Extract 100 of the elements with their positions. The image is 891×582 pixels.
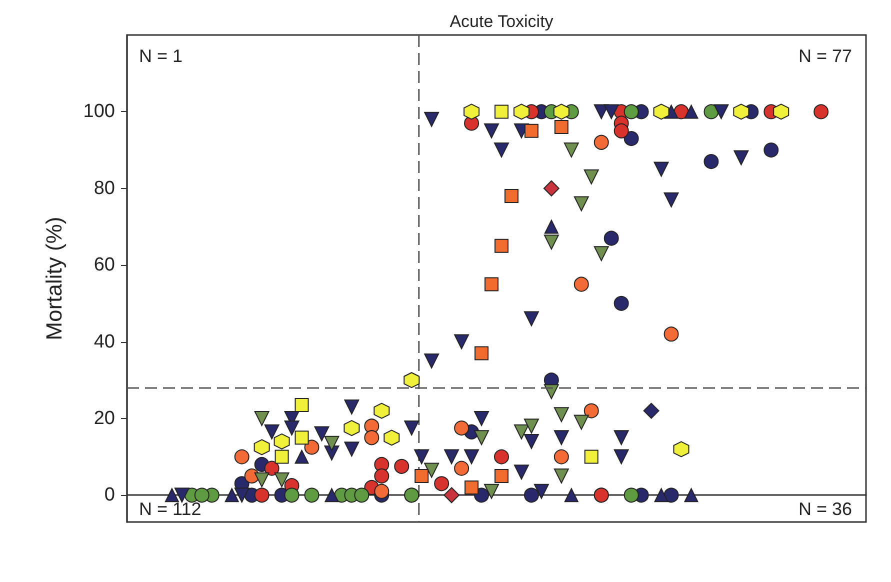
point bbox=[624, 488, 639, 503]
point bbox=[344, 420, 360, 436]
point bbox=[654, 162, 669, 177]
point bbox=[384, 430, 400, 446]
point bbox=[564, 488, 578, 502]
point bbox=[594, 134, 609, 150]
point bbox=[584, 403, 599, 418]
point bbox=[544, 234, 559, 250]
chart-title: Acute Toxicity bbox=[450, 12, 554, 31]
point bbox=[704, 154, 719, 170]
point bbox=[284, 420, 300, 436]
point bbox=[543, 180, 560, 196]
point bbox=[464, 449, 480, 464]
point bbox=[604, 230, 619, 246]
point bbox=[274, 450, 289, 464]
point bbox=[554, 430, 569, 446]
annotation: N = 77 bbox=[798, 46, 852, 66]
y-axis-title: Mortality (%) bbox=[42, 216, 66, 340]
point bbox=[314, 426, 330, 442]
point bbox=[733, 104, 750, 120]
y-tick-label: 40 bbox=[94, 331, 115, 352]
point bbox=[464, 104, 480, 120]
point bbox=[574, 276, 589, 292]
point bbox=[684, 104, 698, 119]
point bbox=[374, 402, 390, 419]
point bbox=[814, 104, 829, 120]
point bbox=[614, 449, 629, 464]
point bbox=[454, 460, 470, 476]
point bbox=[554, 120, 568, 134]
point bbox=[734, 150, 749, 166]
point bbox=[714, 104, 729, 120]
point bbox=[194, 488, 210, 503]
point bbox=[684, 488, 698, 502]
point bbox=[224, 488, 239, 502]
point bbox=[254, 410, 270, 426]
point bbox=[564, 142, 579, 158]
point bbox=[264, 424, 280, 440]
point bbox=[344, 442, 360, 457]
point bbox=[284, 488, 300, 503]
point bbox=[354, 488, 370, 503]
point bbox=[404, 372, 420, 388]
point bbox=[374, 484, 390, 499]
point bbox=[624, 131, 639, 146]
point bbox=[254, 488, 270, 503]
point bbox=[664, 326, 679, 342]
point bbox=[444, 487, 460, 504]
point bbox=[664, 488, 679, 503]
point bbox=[404, 420, 420, 436]
point bbox=[324, 436, 340, 451]
point bbox=[434, 476, 450, 492]
point bbox=[304, 440, 320, 455]
point bbox=[534, 484, 549, 499]
point bbox=[484, 277, 499, 292]
point bbox=[494, 142, 509, 158]
point bbox=[544, 220, 558, 234]
y-tick-label: 60 bbox=[94, 254, 115, 276]
point bbox=[554, 468, 569, 484]
point bbox=[764, 142, 779, 158]
point bbox=[484, 123, 500, 138]
point bbox=[454, 420, 470, 436]
point bbox=[524, 418, 539, 434]
point bbox=[254, 472, 270, 488]
point bbox=[474, 346, 489, 360]
point bbox=[584, 450, 598, 464]
point bbox=[444, 449, 460, 464]
point bbox=[773, 104, 790, 120]
point bbox=[374, 468, 390, 484]
point bbox=[474, 410, 490, 426]
annotation: N = 1 bbox=[139, 46, 183, 66]
point bbox=[264, 460, 280, 476]
point bbox=[553, 104, 570, 120]
point bbox=[464, 480, 479, 494]
point bbox=[174, 488, 190, 503]
point bbox=[344, 399, 360, 414]
point bbox=[653, 104, 670, 120]
point bbox=[614, 296, 629, 311]
point bbox=[414, 449, 430, 464]
point bbox=[654, 488, 668, 502]
point bbox=[274, 433, 290, 450]
point bbox=[304, 488, 320, 503]
point bbox=[604, 104, 619, 120]
point bbox=[484, 484, 500, 499]
point bbox=[673, 441, 690, 458]
point bbox=[614, 123, 629, 138]
point bbox=[554, 407, 569, 422]
point bbox=[514, 464, 529, 480]
y-tick-label: 0 bbox=[104, 484, 115, 506]
point bbox=[643, 402, 660, 419]
point bbox=[394, 458, 410, 474]
point bbox=[524, 488, 539, 503]
point bbox=[424, 462, 440, 478]
point bbox=[294, 398, 309, 412]
point bbox=[324, 488, 339, 502]
point bbox=[524, 434, 539, 449]
point bbox=[513, 104, 530, 120]
point bbox=[574, 196, 589, 212]
point bbox=[664, 192, 679, 208]
point bbox=[424, 112, 440, 127]
point bbox=[594, 246, 609, 262]
point bbox=[234, 449, 250, 464]
